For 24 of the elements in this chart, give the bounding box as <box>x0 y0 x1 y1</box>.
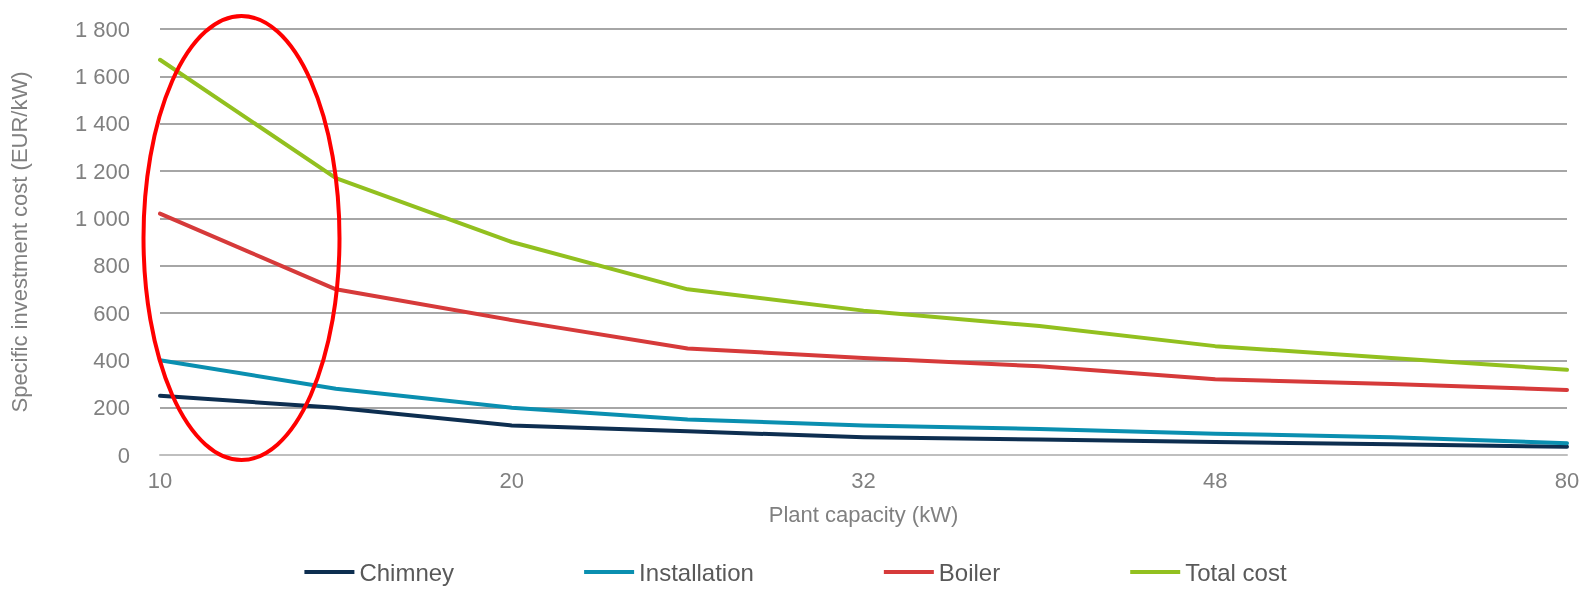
y-tick-label: 400 <box>93 347 130 373</box>
y-tick-label: 1 200 <box>74 158 130 184</box>
legend-label: Installation <box>639 558 754 586</box>
y-tick-label: 200 <box>93 395 130 421</box>
y-tick-label: 1 600 <box>74 63 130 89</box>
legend-label: Total cost <box>1185 558 1287 586</box>
legend-label: Chimney <box>359 558 455 586</box>
x-axis-title: Plant capacity (kW) <box>768 501 959 527</box>
y-tick-label: 600 <box>93 300 130 326</box>
y-tick-label: 0 <box>117 442 130 468</box>
x-tick-label: 48 <box>1203 467 1228 493</box>
x-tick-label: 32 <box>851 467 876 493</box>
y-tick-label: 800 <box>93 253 130 279</box>
line-series <box>158 393 1569 449</box>
y-tick-label: 1 000 <box>74 205 130 231</box>
line-series <box>158 211 1569 392</box>
y-tick-label: 1 400 <box>74 111 130 137</box>
legend-label: Boiler <box>938 558 1001 586</box>
y-tick-label: 1 800 <box>74 16 130 42</box>
y-axis-title: Specific investment cost (EUR/kW) <box>6 71 32 413</box>
x-tick-label: 10 <box>147 467 173 493</box>
x-tick-label: 20 <box>499 467 524 493</box>
x-tick-label: 80 <box>1554 467 1580 493</box>
line-series <box>158 57 1569 372</box>
